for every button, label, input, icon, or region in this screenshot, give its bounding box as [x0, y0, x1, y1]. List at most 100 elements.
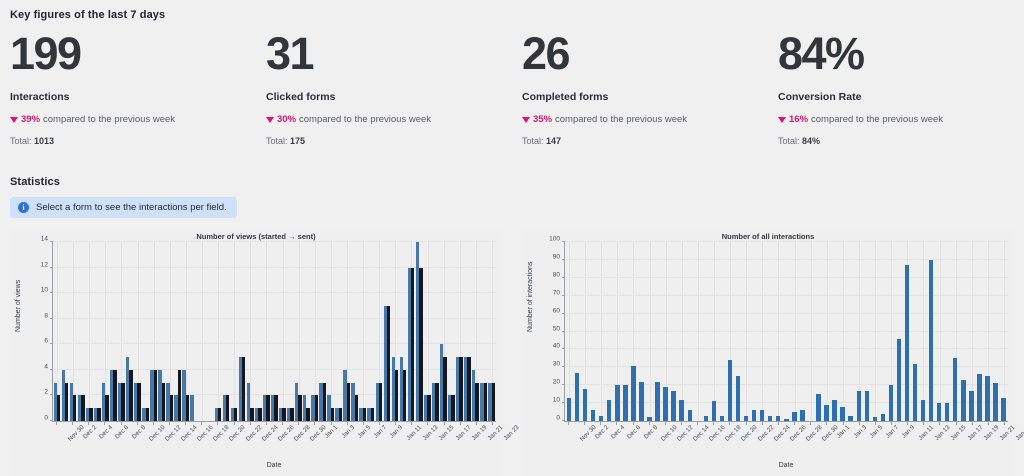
bar-sent[interactable]	[266, 395, 270, 421]
bar-started[interactable]	[480, 382, 484, 421]
bar-interactions[interactable]	[880, 413, 886, 421]
bar-slot[interactable]	[447, 242, 455, 421]
bar-slot[interactable]	[150, 242, 158, 421]
bar-interactions[interactable]	[735, 376, 741, 421]
bar-sent[interactable]	[394, 369, 399, 421]
bar-slot[interactable]	[423, 242, 431, 421]
bar-slot[interactable]	[694, 242, 702, 421]
bar-sent[interactable]	[161, 382, 165, 421]
bar-sent[interactable]	[226, 395, 230, 421]
bar-interactions[interactable]	[767, 415, 773, 421]
bar-slot[interactable]	[471, 242, 479, 421]
bar-slot[interactable]	[645, 242, 653, 421]
bar-slot[interactable]	[975, 242, 983, 421]
bar-interactions[interactable]	[816, 394, 821, 421]
bar-sent[interactable]	[97, 408, 101, 421]
bar-slot[interactable]	[758, 242, 766, 421]
bar-sent[interactable]	[153, 369, 157, 421]
bar-slot[interactable]	[967, 242, 975, 421]
bar-slot[interactable]	[214, 242, 222, 421]
bar-started[interactable]	[311, 395, 315, 421]
bar-sent[interactable]	[362, 408, 367, 421]
bar-slot[interactable]	[53, 242, 61, 421]
bar-slot[interactable]	[734, 242, 742, 421]
bar-interactions[interactable]	[920, 399, 926, 421]
bar-interactions[interactable]	[623, 385, 628, 421]
bar-sent[interactable]	[475, 382, 479, 421]
bar-interactions[interactable]	[848, 415, 853, 421]
bar-started[interactable]	[270, 395, 275, 421]
bar-sent[interactable]	[378, 382, 383, 421]
bar-slot[interactable]	[343, 242, 351, 421]
bar-sent[interactable]	[427, 395, 431, 421]
bar-slot[interactable]	[895, 242, 903, 421]
bar-interactions[interactable]	[703, 415, 709, 421]
bar-slot[interactable]	[919, 242, 927, 421]
bar-started[interactable]	[101, 382, 106, 421]
bar-slot[interactable]	[463, 242, 471, 421]
bar-slot[interactable]	[847, 242, 855, 421]
bar-interactions[interactable]	[936, 403, 942, 421]
bar-started[interactable]	[109, 369, 114, 421]
bar-sent[interactable]	[242, 357, 246, 421]
bar-slot[interactable]	[814, 242, 822, 421]
bar-started[interactable]	[343, 369, 347, 421]
bar-started[interactable]	[431, 382, 436, 421]
bar-interactions[interactable]	[582, 388, 588, 421]
bar-interactions[interactable]	[776, 415, 781, 421]
bar-sent[interactable]	[250, 408, 254, 421]
bar-slot[interactable]	[391, 242, 399, 421]
bar-slot[interactable]	[839, 242, 847, 421]
bar-started[interactable]	[391, 357, 395, 421]
bar-interactions[interactable]	[832, 399, 837, 421]
bar-slot[interactable]	[93, 242, 101, 421]
bar-interactions[interactable]	[824, 404, 829, 421]
bar-slot[interactable]	[439, 242, 447, 421]
bar-started[interactable]	[464, 357, 468, 421]
bar-slot[interactable]	[182, 242, 190, 421]
bar-started[interactable]	[335, 408, 339, 421]
bar-sent[interactable]	[105, 395, 109, 421]
bar-started[interactable]	[53, 382, 58, 421]
bar-started[interactable]	[407, 267, 412, 421]
bar-slot[interactable]	[798, 242, 806, 421]
bar-interactions[interactable]	[615, 385, 620, 421]
bar-slot[interactable]	[222, 242, 230, 421]
bar-slot[interactable]	[455, 242, 463, 421]
bar-slot[interactable]	[589, 242, 597, 421]
bar-slot[interactable]	[935, 242, 943, 421]
bar-slot[interactable]	[383, 242, 391, 421]
bar-sent[interactable]	[346, 382, 351, 421]
bar-slot[interactable]	[790, 242, 798, 421]
bar-interactions[interactable]	[864, 390, 869, 421]
bar-slot[interactable]	[637, 242, 645, 421]
bar-interactions[interactable]	[751, 410, 757, 421]
bar-interactions[interactable]	[655, 381, 660, 421]
bar-slot[interactable]	[686, 242, 694, 421]
bar-slot[interactable]	[597, 242, 605, 421]
bar-sent[interactable]	[258, 408, 262, 421]
bar-slot[interactable]	[702, 242, 710, 421]
bar-slot[interactable]	[415, 242, 423, 421]
bar-interactions[interactable]	[896, 338, 902, 421]
bar-slot[interactable]	[806, 242, 814, 421]
bar-slot[interactable]	[311, 242, 319, 421]
bar-slot[interactable]	[718, 242, 726, 421]
bar-interactions[interactable]	[679, 399, 684, 421]
bar-interactions[interactable]	[784, 419, 789, 421]
bar-slot[interactable]	[1000, 242, 1008, 421]
bar-interactions[interactable]	[985, 376, 990, 421]
bar-started[interactable]	[447, 395, 452, 421]
bar-sent[interactable]	[121, 382, 125, 421]
bar-slot[interactable]	[750, 242, 758, 421]
bar-interactions[interactable]	[631, 365, 636, 421]
bar-started[interactable]	[303, 395, 307, 421]
bar-started[interactable]	[61, 369, 66, 421]
bar-slot[interactable]	[158, 242, 166, 421]
bar-slot[interactable]	[286, 242, 294, 421]
bar-sent[interactable]	[403, 369, 407, 421]
bar-slot[interactable]	[863, 242, 871, 421]
bar-started[interactable]	[375, 382, 379, 421]
bar-slot[interactable]	[983, 242, 991, 421]
bar-started[interactable]	[174, 395, 178, 421]
